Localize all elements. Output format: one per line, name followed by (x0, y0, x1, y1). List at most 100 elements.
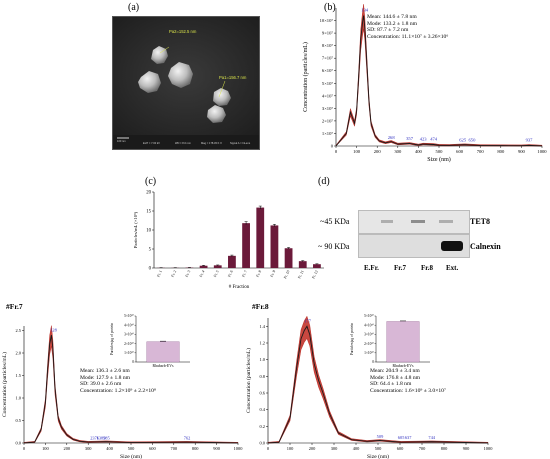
y-tick-label: 15 (146, 210, 151, 215)
peak-label: 357 (406, 136, 414, 141)
y-axis-label: Concentration (particles/mL) (302, 42, 309, 112)
panel-label-c: (c) (145, 176, 157, 187)
blot-band (381, 220, 393, 223)
bar (298, 261, 307, 268)
bar (313, 264, 321, 268)
peak-label: 937 (526, 137, 534, 142)
x-tick-label: Rhubarb-EVs (393, 364, 414, 368)
y-tick-label: 1.5 (16, 373, 22, 378)
stat-line: Mean: 144.6 ± 7.8 nm (367, 14, 417, 20)
y-tick-label: 1.2 (260, 341, 266, 346)
y-axis-label: Particles/μg of protein (350, 323, 354, 355)
bar (256, 207, 265, 268)
y-tick-label: 2×10¹⁰ (364, 342, 374, 346)
x-tick-label: 300 (331, 446, 338, 451)
x-tick-label: Fr. 5 (213, 270, 220, 278)
bar (242, 223, 250, 268)
x-tick-label: 600 (397, 446, 404, 451)
x-tick-label: 900 (463, 446, 470, 451)
x-tick-label: Fr. 1 (156, 270, 163, 278)
protein-label: Calnexin (470, 242, 501, 251)
sem-micrograph (113, 17, 259, 149)
bar (284, 248, 293, 268)
peak-label: 423 (420, 137, 428, 142)
y-tick-label: 1×10¹⁰ (364, 351, 374, 355)
y-tick-label: 0.6 (260, 391, 266, 396)
stats-block-fr7: Mean: 136.3 ± 2.6 nm Mode: 127.9 ± 1.8 n… (80, 368, 156, 394)
inset-bar-fr8: 0 1×10¹⁰ 2×10¹⁰ 3×10¹⁰ 4×10¹⁰ 5×10¹⁰ Rhubarb-E… (350, 314, 430, 368)
peak-label: 134 (361, 8, 369, 13)
y-tick-label: 2.0 (16, 351, 22, 356)
y-tick-label: 3×10¹⁰ (124, 333, 134, 337)
inset-bar-fr7: 0 1×10¹⁰ 2×10¹⁰ 3×10¹⁰ 4×10¹⁰ 5×10¹⁰ Rhubarb-E… (110, 314, 190, 368)
x-tick-label: Fr. 12 (311, 270, 318, 280)
scale-bar-label: 100 nm (117, 140, 126, 143)
vesicle (213, 88, 231, 106)
western-blot-panel: ~45 KDa ~ 90 KDa TET8 Calnexin E.Fr. Fr.… (318, 200, 550, 298)
y-tick-label: 0.2 (260, 424, 266, 429)
blot-band (441, 241, 463, 251)
x-tick-label: 800 (192, 446, 199, 451)
y-tick-label: 1.0 (16, 396, 22, 401)
x-tick-label: 900 (518, 149, 526, 154)
panel-label-d: (d) (318, 176, 330, 187)
y-tick-label: 1.0 (260, 357, 266, 362)
x-tick-label: 0 (23, 446, 26, 451)
x-tick-label: 200 (374, 149, 382, 154)
x-tick-label: Rhubarb-EVs (153, 364, 174, 368)
y-axis-label: Particles/μg of protein (110, 323, 114, 355)
x-tick-label: Fr. 2 (171, 270, 178, 278)
x-tick-label: 700 (477, 149, 485, 154)
x-tick-label: 700 (171, 446, 178, 451)
x-tick-label: 1000 (537, 149, 547, 154)
blot-band (411, 220, 425, 223)
stat-line: SD: 39.0 ± 2.6 nm (80, 381, 122, 388)
x-tick-label: Fr. 10 (283, 270, 290, 280)
nta-chart-b: 0 100 200 300 400 500 600 700 800 900 1000 0 1×10⁷ 2×… (302, 4, 547, 163)
blot-band (439, 220, 453, 223)
sem-footer-info: Signal A = InLens (230, 142, 251, 145)
panel-label-b: (b) (324, 2, 336, 13)
x-tick-label: 1000 (234, 446, 244, 451)
x-axis-label: Size (nm) (120, 453, 142, 459)
vesicle (138, 71, 161, 93)
y-tick-label: 0 (372, 360, 374, 364)
bar (146, 341, 180, 363)
y-tick-label: 5×10¹⁰ (124, 314, 134, 318)
peak-label: 637 (405, 435, 412, 440)
x-axis-label: Size (nm) (427, 156, 451, 163)
fraction-title: #Fr.8 (252, 302, 269, 311)
x-tick-label: Fr. 7 (241, 270, 248, 278)
marker-label: ~ 90 KDa (318, 242, 350, 251)
peak-label: 650 (469, 137, 477, 142)
peak-label: 509 (377, 434, 384, 439)
peak-label: 474 (430, 137, 438, 142)
x-tick-label: 600 (149, 446, 156, 451)
peak-label: 744 (428, 435, 435, 440)
stat-line: Mode: 127.9 ± 1.8 nm (80, 374, 130, 381)
y-tick-label: 1×10⁷ (322, 131, 333, 136)
vesicle (168, 62, 193, 88)
y-tick-label: 10 (146, 229, 151, 234)
peak-label: 2376 (90, 435, 100, 440)
stats-block-b: Mean: 144.6 ± 7.8 nm Mode: 133.2 ± 1.8 n… (367, 14, 448, 40)
fraction-bar-chart: 0 5 10 15 20 Fr. 1 Fr. 2 Fr. 3 Fr. 4 Fr. 5 Fr. 6 Fr… (133, 191, 324, 290)
y-tick-label: 6×10⁷ (322, 68, 333, 73)
stat-line: SD: 64.4 ± 1.8 nm (370, 381, 412, 388)
x-tick-label: 100 (353, 149, 361, 154)
lane-label: Ext. (446, 264, 459, 272)
y-tick-label: 1.4 (260, 324, 266, 329)
peak-label: 625 (459, 137, 467, 142)
y-tick-label: 5×10¹⁰ (364, 314, 374, 318)
sem-measure-label: Pa2=152.5 nm (169, 29, 197, 34)
stat-line: Mode: 133.2 ± 1.8 nm (367, 20, 417, 27)
y-tick-label: 2×10⁷ (322, 118, 333, 123)
fraction-title: #Fr.7 (6, 302, 23, 311)
x-tick-label: 800 (441, 446, 448, 451)
x-tick-label: Fr. 4 (199, 270, 206, 278)
sem-footer-info: Mag = 178.45 K X (201, 142, 222, 145)
y-tick-label: 0 (132, 360, 134, 364)
bar (270, 225, 279, 268)
y-tick-label: 7×10⁷ (322, 56, 333, 61)
bar (228, 255, 236, 268)
